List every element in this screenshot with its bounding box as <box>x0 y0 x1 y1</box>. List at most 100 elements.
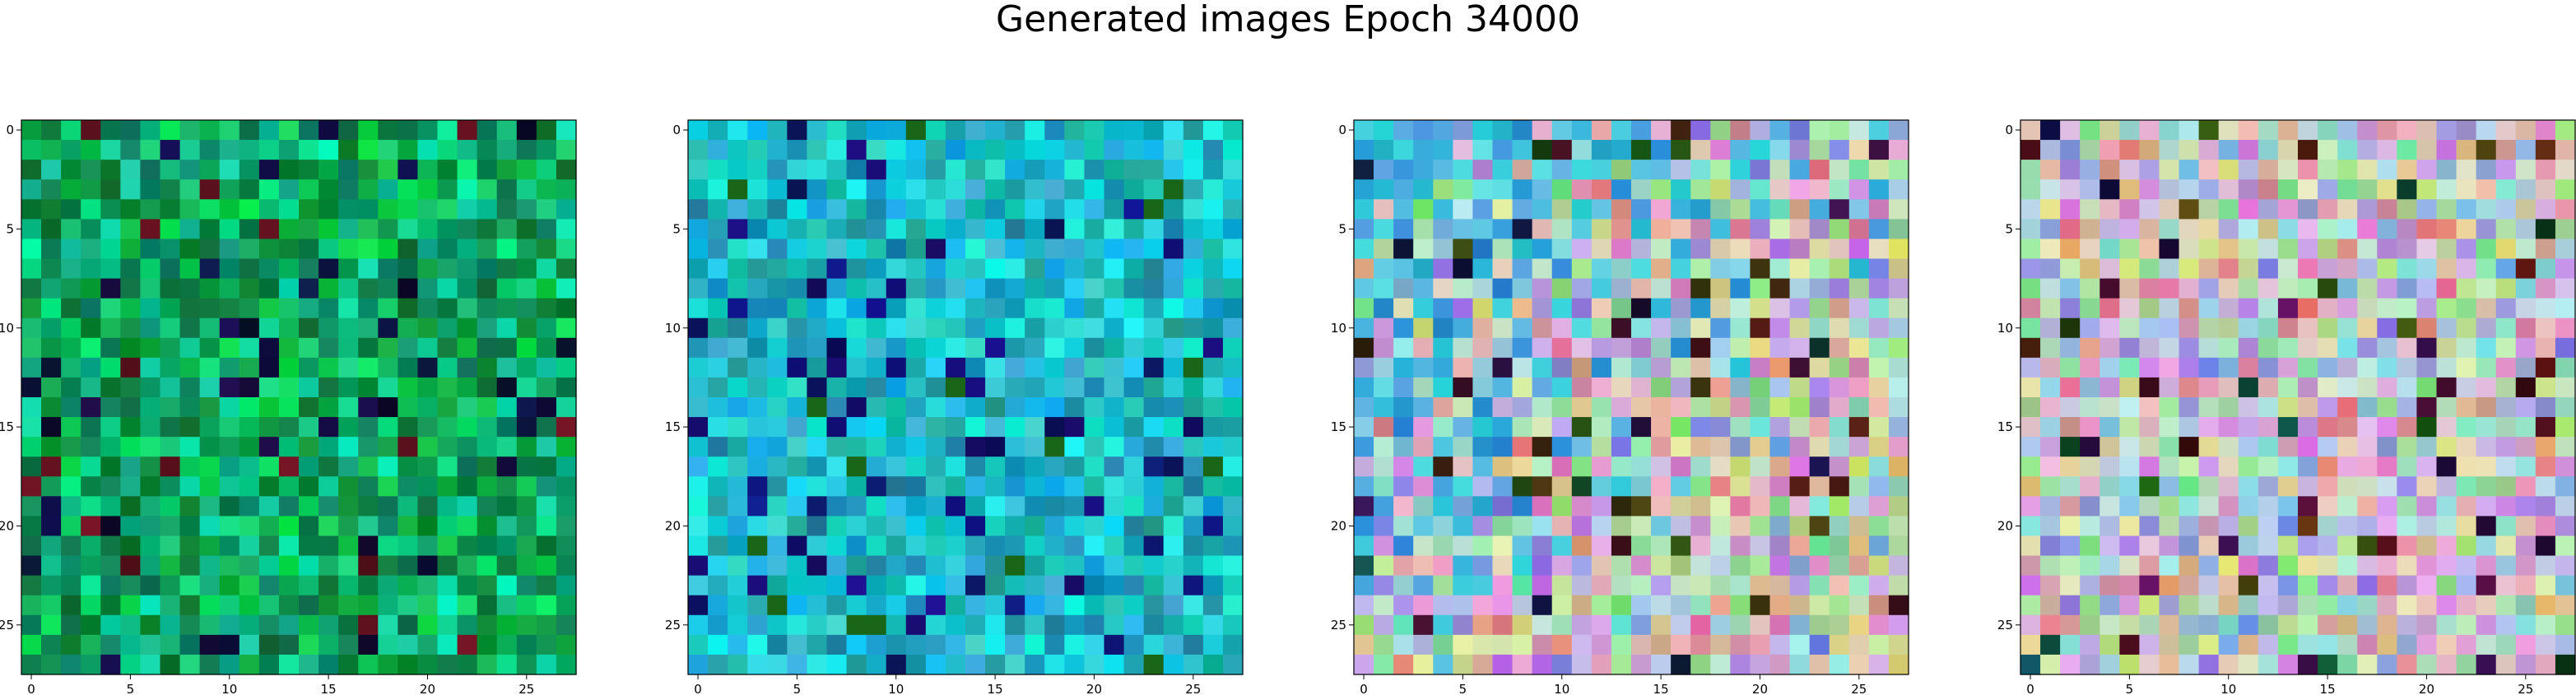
pixel-cell <box>747 219 768 240</box>
pixel-cell <box>886 179 907 200</box>
pixel-cell <box>2080 219 2100 240</box>
pixel-cell <box>688 377 709 398</box>
pixel-cell <box>21 496 42 517</box>
pixel-cell <box>965 555 986 577</box>
pixel-cell <box>1750 219 1771 240</box>
pixel-cell <box>2119 337 2141 359</box>
pixel-cell <box>556 496 577 517</box>
pixel-cell <box>1393 179 1414 200</box>
pixel-cell <box>1868 535 1890 557</box>
pixel-cell <box>708 456 728 477</box>
pixel-cell <box>516 219 537 240</box>
pixel-cell <box>1710 199 1731 220</box>
pixel-cell <box>807 634 828 656</box>
pixel-cell <box>1809 535 1830 557</box>
pixel-cell <box>1868 417 1890 438</box>
pixel-cell <box>1183 437 1204 457</box>
pixel-cell <box>319 456 339 477</box>
pixel-cell <box>1104 397 1125 418</box>
pixel-cell <box>2318 634 2338 656</box>
pixel-cell <box>477 337 498 359</box>
pixel-cell <box>81 219 101 240</box>
pixel-cell <box>120 179 142 200</box>
pixel-cell <box>2535 634 2556 656</box>
pixel-cell <box>100 120 121 141</box>
pixel-cell <box>239 357 260 378</box>
pixel-cell <box>1671 239 1691 260</box>
pixel-cell <box>1472 258 1494 280</box>
pixel-cell <box>2198 456 2220 477</box>
pixel-cell <box>2080 595 2100 616</box>
pixel-cell <box>1005 298 1025 319</box>
pixel-cell <box>1651 140 1672 160</box>
pixel-cell <box>2198 239 2220 260</box>
pixel-cell <box>2357 516 2378 537</box>
pixel-cell <box>100 634 121 656</box>
pixel-cell <box>1025 258 1045 280</box>
pixel-cell <box>1374 219 1394 240</box>
pixel-cell <box>1084 140 1105 160</box>
pixel-cell <box>905 535 927 557</box>
pixel-cell <box>1222 179 1244 200</box>
pixel-cell <box>1789 417 1811 438</box>
pixel-cell <box>1512 179 1533 200</box>
pixel-cell <box>1710 516 1731 537</box>
pixel-cell <box>457 298 478 319</box>
pixel-cell <box>437 654 458 675</box>
pixel-cell <box>516 239 537 260</box>
pixel-cell <box>1631 516 1652 537</box>
y-tick-label: 20 <box>1331 518 1346 533</box>
pixel-cell <box>2080 516 2100 537</box>
pixel-cell <box>2020 140 2041 160</box>
pixel-cell <box>1354 219 1374 240</box>
pixel-cell <box>1730 555 1751 577</box>
pixel-cell <box>437 397 458 418</box>
pixel-cell <box>160 496 181 517</box>
pixel-cell <box>2416 496 2438 517</box>
pixel-cell <box>41 555 62 577</box>
pixel-cell <box>556 120 577 141</box>
x-tick-label: 25 <box>1851 682 1867 695</box>
pixel-cell <box>140 377 161 398</box>
pixel-cell <box>1710 219 1731 240</box>
pixel-cell <box>787 140 808 160</box>
pixel-cell <box>100 179 121 200</box>
pixel-cell <box>21 417 42 438</box>
pixel-cell <box>2535 298 2556 319</box>
pixel-cell <box>1868 199 1890 220</box>
pixel-cell <box>1750 258 1771 280</box>
pixel-cell <box>2535 140 2556 160</box>
pixel-cell <box>1163 476 1184 497</box>
pixel-cell <box>120 140 142 160</box>
pixel-cell <box>278 575 300 596</box>
pixel-cell <box>2456 575 2477 596</box>
pixel-cell <box>1393 516 1414 537</box>
pixel-cell <box>2277 258 2299 280</box>
pixel-cell <box>1769 317 1791 339</box>
pixel-cell <box>1354 337 1374 359</box>
pixel-cell <box>358 516 379 537</box>
pixel-cell <box>437 496 458 517</box>
pixel-cell <box>2495 397 2517 418</box>
y-tick-label: 15 <box>665 419 681 434</box>
pixel-cell <box>258 555 280 577</box>
pixel-cell <box>516 199 537 220</box>
pixel-cell <box>457 516 478 537</box>
pixel-cell <box>1631 654 1652 675</box>
pixel-cell <box>1730 496 1751 517</box>
pixel-cell <box>398 337 419 359</box>
pixel-cell <box>1789 516 1811 537</box>
pixel-cell <box>41 575 62 596</box>
pixel-cell <box>398 437 419 457</box>
pixel-cell <box>1064 179 1086 200</box>
pixel-cell <box>1809 140 1830 160</box>
pixel-cell <box>886 199 907 220</box>
pixel-cell <box>2515 278 2536 299</box>
pixel-cell <box>767 614 788 636</box>
pixel-cell <box>378 555 398 577</box>
pixel-cell <box>826 397 848 418</box>
pixel-cell <box>21 337 42 359</box>
pixel-cell <box>160 634 181 656</box>
pixel-cell <box>1064 140 1086 160</box>
pixel-cell <box>1393 575 1414 596</box>
